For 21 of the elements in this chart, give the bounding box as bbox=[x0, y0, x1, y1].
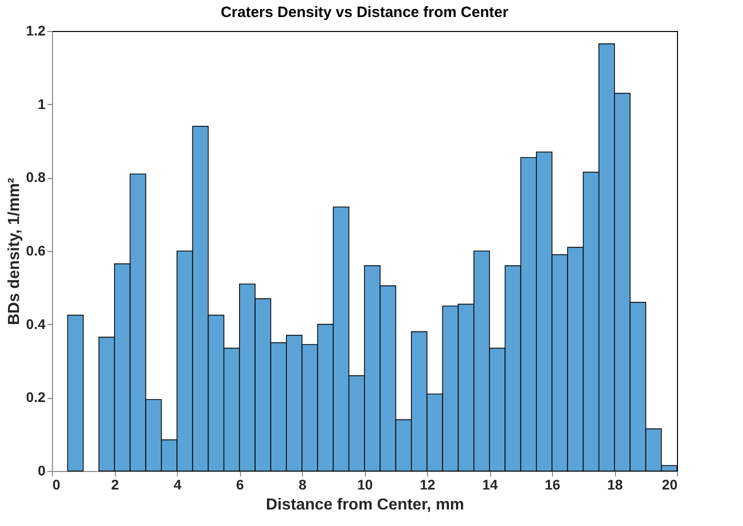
y-tick-label: 0.4 bbox=[26, 316, 46, 332]
x-tick-label: 0 bbox=[52, 476, 60, 492]
y-tick-label: 0.6 bbox=[26, 242, 46, 258]
y-tick-label: 0.2 bbox=[26, 389, 46, 406]
x-tick-label: 20 bbox=[662, 476, 678, 492]
x-tick-label: 8 bbox=[298, 476, 307, 492]
y-tick-label: 1.2 bbox=[26, 22, 46, 38]
y-tick-label: 0 bbox=[38, 462, 46, 478]
y-tick-label: 1 bbox=[38, 96, 46, 112]
x-tick-label: 12 bbox=[420, 476, 436, 492]
x-tick-label: 18 bbox=[607, 476, 623, 492]
x-tick-label: 10 bbox=[357, 476, 373, 492]
x-tick-label: 16 bbox=[544, 476, 560, 492]
x-axis-title: Distance from Center, mm bbox=[266, 496, 464, 514]
x-tick-label: 4 bbox=[174, 476, 182, 492]
x-tick-label: 14 bbox=[482, 476, 498, 492]
chart-title: Craters Density vs Distance from Center bbox=[220, 4, 508, 21]
x-tick-label: 2 bbox=[111, 476, 120, 492]
y-axis-title: BDs density, 1/mm² bbox=[6, 178, 24, 326]
x-tick-label: 6 bbox=[236, 476, 244, 492]
y-tick-label: 0.8 bbox=[26, 169, 46, 186]
